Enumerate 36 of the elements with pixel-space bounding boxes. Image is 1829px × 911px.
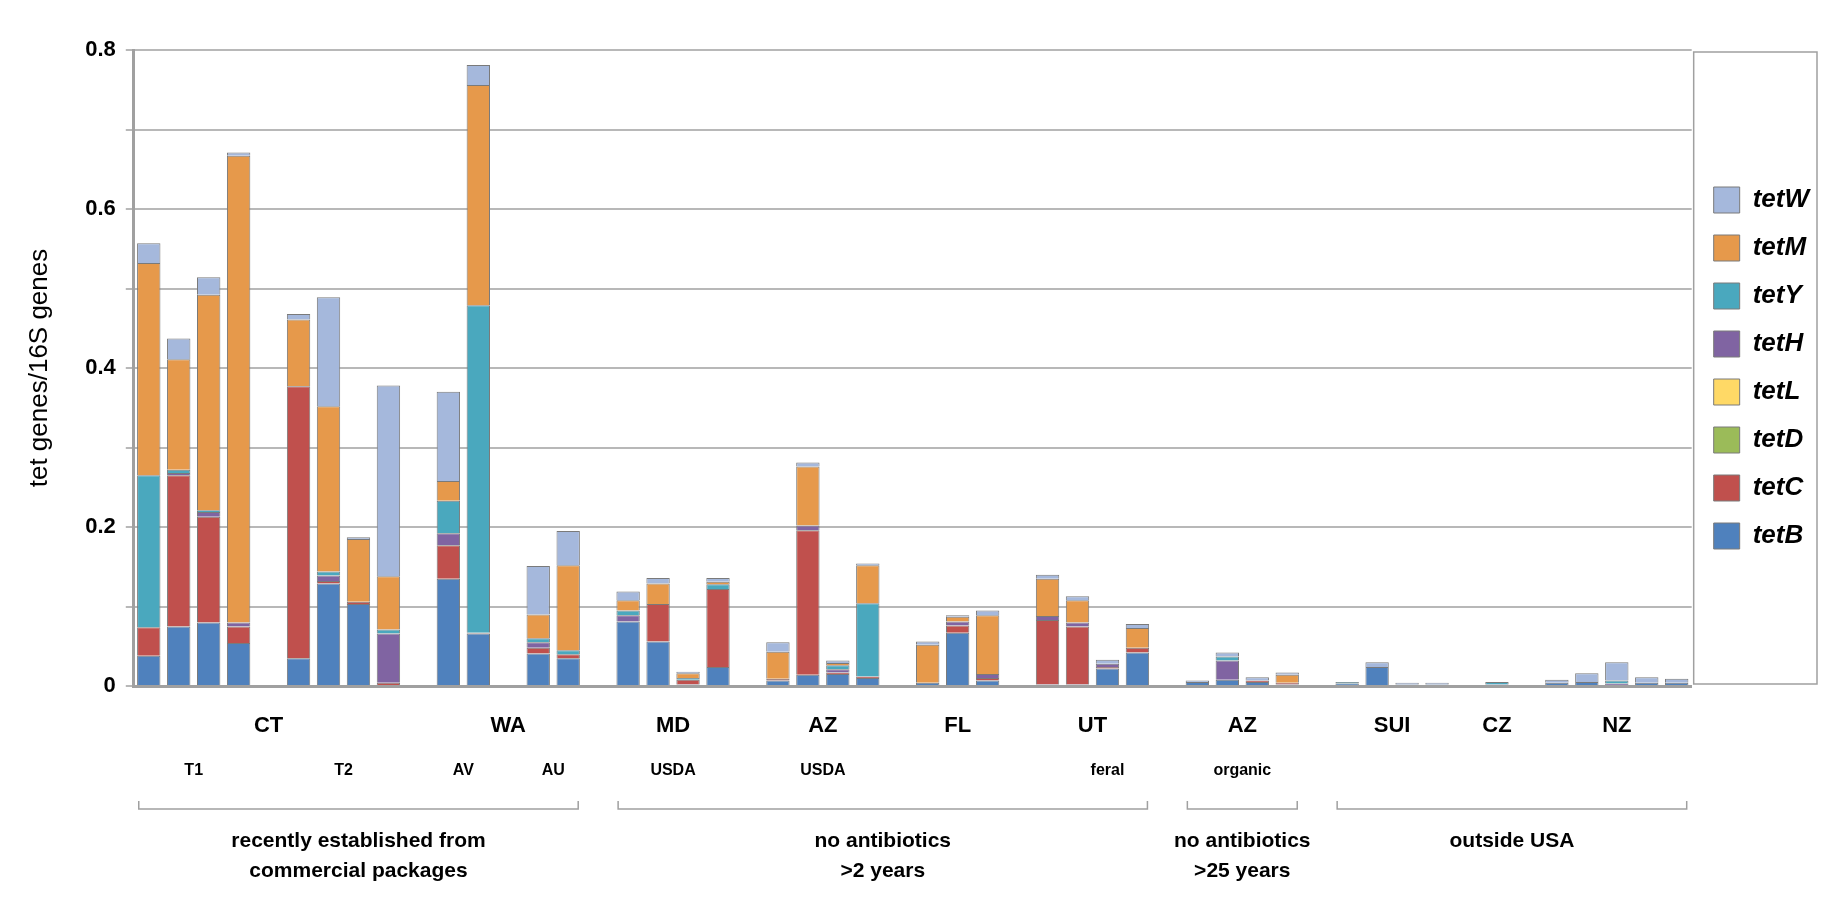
text: UT (1077, 712, 1108, 738)
text: no antibiotics >2 years (814, 827, 952, 881)
y-axis-title: tet genes/16S genes (22, 248, 53, 488)
legend-label: tetL (1752, 375, 1801, 406)
legend-label: tetW (1752, 183, 1812, 214)
text: NZ (1602, 712, 1632, 738)
y-tick-label: 0.4 (85, 354, 117, 380)
text: USDA (650, 761, 697, 779)
text: WA (490, 712, 527, 738)
text: CT (253, 712, 284, 738)
legend-label: tetC (1752, 471, 1805, 502)
text: feral (1090, 761, 1125, 779)
text: outside USA (1449, 827, 1575, 851)
text: T2 (334, 761, 353, 779)
y-tick-label: 0.8 (85, 36, 116, 62)
text: FL (944, 712, 972, 738)
legend-label: tetM (1752, 231, 1808, 262)
text: SUI (1373, 712, 1411, 738)
legend-label: tetB (1752, 519, 1804, 550)
legend-label: tetD (1752, 423, 1804, 454)
text: organic (1213, 761, 1272, 779)
legend-label: tetH (1752, 327, 1805, 358)
y-tick-label: 0.6 (85, 195, 116, 221)
text: CZ (1482, 712, 1512, 738)
text: MD (655, 712, 691, 738)
text: USDA (800, 761, 846, 779)
text: T1 (184, 761, 204, 779)
y-tick-label: 0.2 (85, 513, 116, 539)
text: no antibiotics >25 years (1174, 827, 1311, 881)
y-tick-label: 0 (103, 672, 116, 698)
text: recently established from commercial packages (231, 827, 486, 881)
text: AV (452, 761, 475, 779)
text: AU (541, 761, 565, 779)
text: AZ (1227, 712, 1257, 738)
legend-label: tetY (1752, 279, 1805, 310)
text: AZ (808, 712, 838, 738)
